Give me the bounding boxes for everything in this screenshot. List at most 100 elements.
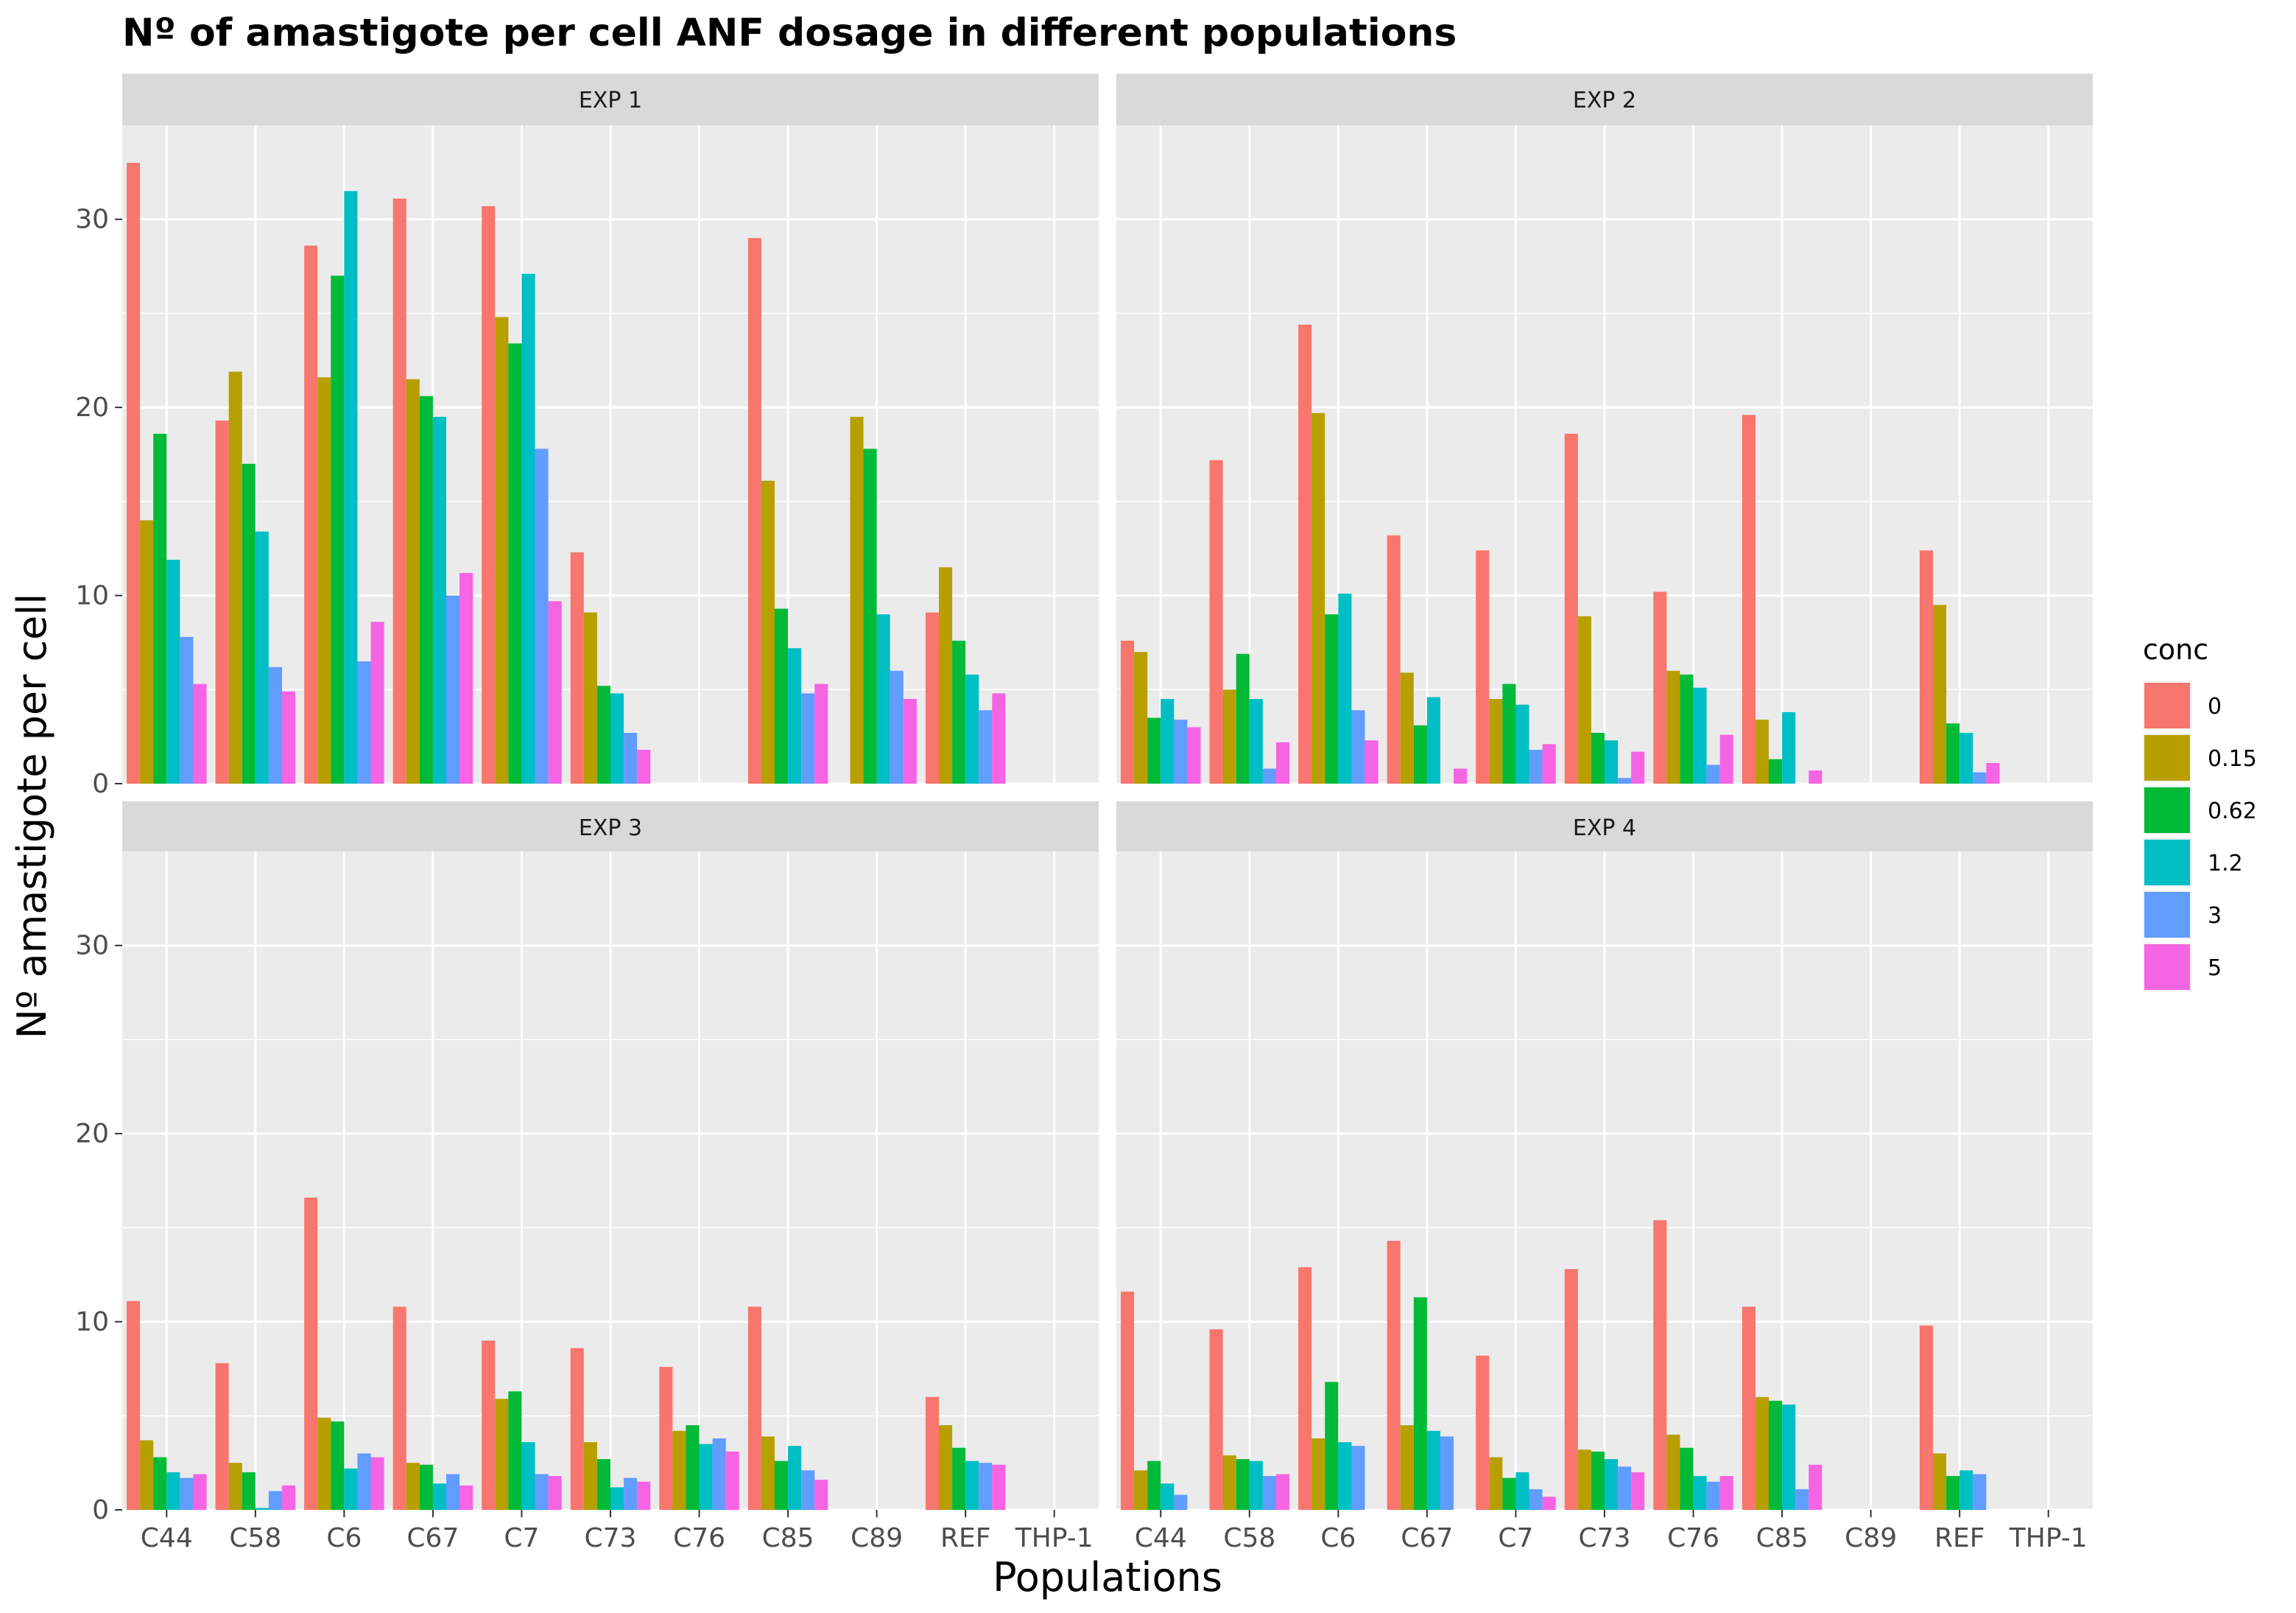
x-tick-label: C44 <box>1135 1523 1187 1553</box>
x-tick-label: C6 <box>1320 1523 1356 1553</box>
bar-c73-conc-3 <box>1618 1466 1632 1510</box>
bar-c44-conc-1_2 <box>166 560 180 784</box>
bar-c73-conc-5 <box>1631 1472 1645 1510</box>
bar-c6-conc-5 <box>1364 740 1378 784</box>
bar-c7-conc-3 <box>1529 1489 1543 1510</box>
bar-c85-conc-0_62 <box>775 1461 789 1510</box>
bar-c89-conc-0_62 <box>863 449 877 784</box>
bar-c85-conc-0 <box>747 238 761 784</box>
bar-c67-conc-0_62 <box>419 1464 433 1510</box>
bar-c44-conc-0 <box>127 163 141 784</box>
legend-title: conc <box>2143 633 2208 666</box>
bar-c76-conc-3 <box>712 1438 726 1510</box>
bar-c85-conc-5 <box>1809 770 1823 784</box>
bar-c67-conc-0_62 <box>1413 725 1427 784</box>
y-tick-label: 0 <box>92 769 109 799</box>
x-axis-title: Populations <box>993 1554 1222 1600</box>
bar-c6-conc-3 <box>357 1453 371 1510</box>
bar-c44-conc-0_62 <box>153 1457 167 1510</box>
bar-c6-conc-0 <box>1298 1267 1312 1510</box>
bar-c67-conc-0_62 <box>419 396 433 784</box>
bar-c73-conc-3 <box>624 1477 638 1510</box>
bar-c67-conc-0_15 <box>1400 1425 1414 1510</box>
bar-c67-conc-0_15 <box>406 379 420 784</box>
bar-c76-conc-0_15 <box>1666 670 1680 784</box>
facet-strip <box>1116 801 2093 853</box>
bar-c7-conc-1_2 <box>521 1442 535 1510</box>
y-tick-label: 30 <box>75 931 109 961</box>
bar-c85-conc-0_62 <box>775 608 789 784</box>
bar-c7-conc-3 <box>535 1474 549 1510</box>
bar-c89-conc-3 <box>890 670 904 784</box>
y-tick-label: 10 <box>75 581 109 611</box>
bar-c85-conc-0_62 <box>1769 759 1783 784</box>
bar-c67-conc-1_2 <box>432 1483 446 1510</box>
bar-c73-conc-5 <box>1631 751 1645 784</box>
x-tick-label: REF <box>940 1523 990 1553</box>
bar-c44-conc-3 <box>180 1477 194 1510</box>
bar-c67-conc-3 <box>446 595 460 784</box>
bar-c7-conc-0_15 <box>495 1399 509 1510</box>
bar-c58-conc-5 <box>1275 1474 1290 1510</box>
bar-c7-conc-0 <box>1476 550 1490 784</box>
bar-ref-conc-5 <box>1986 762 2000 784</box>
x-tick-label: C89 <box>1845 1523 1897 1553</box>
bar-c7-conc-0_62 <box>1502 1477 1516 1510</box>
bar-c76-conc-1_2 <box>1693 1476 1707 1510</box>
facet-label: EXP 1 <box>579 88 642 113</box>
bar-ref-conc-3 <box>1973 772 1987 784</box>
bar-c85-conc-1_2 <box>1782 711 1796 784</box>
bar-c67-conc-0 <box>392 198 406 784</box>
bar-c85-conc-0_15 <box>1755 720 1769 784</box>
bar-c6-conc-0 <box>1298 324 1312 784</box>
bar-c67-conc-5 <box>459 1485 473 1510</box>
bar-c73-conc-0_15 <box>1577 616 1591 784</box>
bar-c76-conc-0_62 <box>1680 1447 1694 1510</box>
bar-c89-conc-5 <box>903 699 917 784</box>
bar-c85-conc-3 <box>1795 1489 1809 1510</box>
bar-c7-conc-0_15 <box>1489 699 1503 784</box>
bar-c89-conc-0_15 <box>850 416 864 784</box>
facet-strip <box>1116 74 2093 125</box>
bar-c58-conc-0_62 <box>1236 1459 1250 1510</box>
bar-c76-conc-5 <box>725 1451 739 1510</box>
x-tick-label: C7 <box>1498 1523 1533 1553</box>
bar-ref-conc-0_62 <box>952 640 966 784</box>
legend-label: 0 <box>2208 694 2222 720</box>
bar-c76-conc-5 <box>1719 734 1733 784</box>
bar-c7-conc-0 <box>482 205 496 784</box>
bar-c76-conc-3 <box>1706 765 1720 784</box>
bar-c6-conc-1_2 <box>1338 1442 1352 1510</box>
bar-c85-conc-0 <box>1742 1307 1756 1510</box>
bar-c85-conc-0_15 <box>1755 1396 1769 1510</box>
bar-c73-conc-0_15 <box>1577 1449 1591 1510</box>
y-tick-label: 20 <box>75 1119 109 1149</box>
bar-ref-conc-0_62 <box>1946 723 1960 784</box>
bar-c67-conc-0 <box>1387 1240 1401 1510</box>
bar-c85-conc-0_62 <box>1769 1400 1783 1510</box>
bar-c44-conc-1_2 <box>1161 1483 1175 1510</box>
legend-label: 0.62 <box>2208 798 2257 824</box>
facet-panel-2: EXP 2 <box>1116 74 2093 785</box>
bar-c44-conc-0 <box>127 1301 141 1510</box>
bar-c58-conc-3 <box>268 1491 282 1510</box>
bar-c58-conc-0_15 <box>228 1463 242 1510</box>
legend-label: 5 <box>2208 955 2222 981</box>
y-tick-label: 30 <box>75 205 109 235</box>
bar-c85-conc-1_2 <box>788 648 802 784</box>
bar-c7-conc-3 <box>1529 750 1543 784</box>
bar-c85-conc-0 <box>1742 415 1756 784</box>
bar-c6-conc-1_2 <box>344 1468 358 1510</box>
x-tick-label: C76 <box>673 1523 725 1553</box>
bar-ref-conc-1_2 <box>965 674 979 784</box>
x-tick-label: C85 <box>762 1523 814 1553</box>
bar-c76-conc-1_2 <box>1693 687 1707 784</box>
chart-title: Nº of amastigote per cell ANF dosage in … <box>122 11 1457 55</box>
x-tick-label: C58 <box>1223 1523 1275 1553</box>
bar-c73-conc-1_2 <box>1605 740 1619 784</box>
bar-c7-conc-5 <box>1542 1497 1556 1510</box>
bar-ref-conc-0_15 <box>1933 605 1947 784</box>
bar-c6-conc-0_62 <box>1325 614 1339 784</box>
bar-c67-conc-3 <box>446 1474 460 1510</box>
bar-c73-conc-0_15 <box>583 612 597 784</box>
